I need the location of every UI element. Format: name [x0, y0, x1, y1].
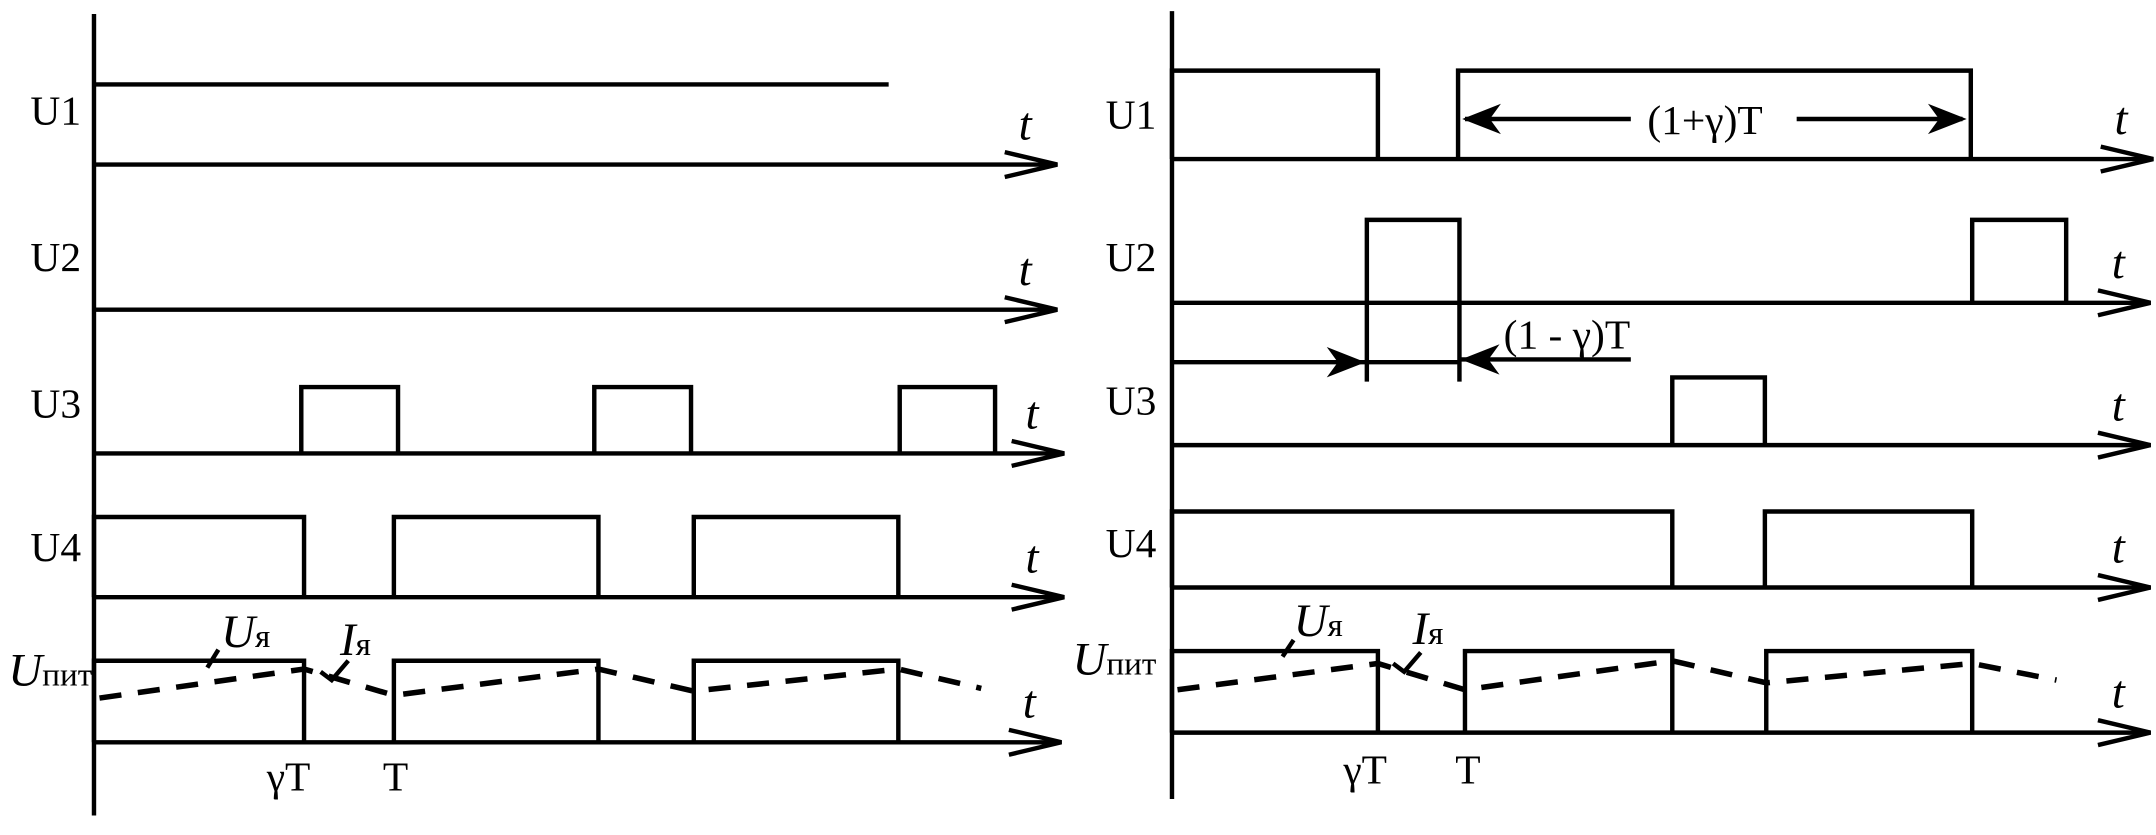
- u2-pulse-right: [1364, 217, 1462, 303]
- supply-voltage-pulse-right: [1764, 648, 1975, 733]
- tick-gamma-t-right: γT: [1342, 747, 1387, 793]
- armature-voltage-label-right: Uя: [1294, 595, 1343, 647]
- time-axis-label: t: [2112, 667, 2126, 719]
- armature-current-curve: [99, 666, 982, 701]
- time-axis-label: t: [1025, 531, 1039, 583]
- supply-time-axis-arrowhead: [1008, 727, 1062, 757]
- u4-time-axis-arrowhead: [1011, 582, 1065, 612]
- time-axis-label: t: [2112, 237, 2126, 289]
- u1-time-axis-arrowhead: [1004, 149, 1058, 180]
- supply-voltage-pulse-right: [1462, 648, 1675, 733]
- time-axis-label: t: [1023, 676, 1037, 728]
- right-timing-panel: t t t t t: [1169, 11, 2154, 799]
- time-axis-label: t: [2115, 93, 2129, 145]
- supply-voltage-label: Uпит: [8, 645, 92, 697]
- dimension-short-arrowhead-left: [1460, 344, 1500, 375]
- signal-label-u1: U1: [30, 88, 81, 134]
- armature-voltage-leader: [205, 648, 221, 669]
- u2-time-axis-arrowhead: [1004, 295, 1058, 325]
- signal-label-u2: U2: [30, 234, 81, 280]
- u4-pulse-right: [1169, 509, 1675, 588]
- u3-pulse: [897, 384, 998, 454]
- armature-current-label: Iя: [339, 614, 371, 666]
- armature-voltage-leader-right: [1280, 638, 1296, 658]
- signal-label-u4: U4: [30, 524, 81, 570]
- supply-voltage-label-right: Uпит: [1072, 634, 1156, 686]
- time-axis-label: t: [1019, 244, 1033, 296]
- armature-current-leader: [319, 659, 350, 684]
- signal-label-u2-right: U2: [1106, 234, 1157, 280]
- armature-voltage-label: Uя: [221, 606, 270, 658]
- u3-pulse: [299, 384, 401, 454]
- signal-label-u1-right: U1: [1106, 92, 1157, 138]
- time-axis-label: t: [2112, 522, 2126, 574]
- u1-pulse-right: [1169, 68, 1381, 160]
- time-axis-label: t: [2112, 379, 2126, 431]
- supply-time-axis-right-arrowhead: [2097, 718, 2151, 748]
- supply-voltage-pulse: [91, 658, 307, 743]
- u4-pulse: [91, 514, 307, 598]
- dimension-long-label: (1+γ)T: [1647, 97, 1762, 144]
- u4-pulse: [391, 514, 601, 598]
- u2-time-axis-right-arrowhead: [2097, 288, 2151, 318]
- signal-label-u3: U3: [30, 381, 81, 427]
- signal-label-u3-right: U3: [1106, 378, 1157, 424]
- u3-pulse: [592, 384, 694, 454]
- armature-current-leader-right: [1391, 651, 1423, 675]
- supply-voltage-pulse: [391, 658, 601, 743]
- tick-gamma-t: γT: [266, 754, 311, 800]
- time-axis-label: t: [1019, 99, 1033, 151]
- u3-time-axis-arrowhead: [1011, 438, 1065, 469]
- time-axis-label: t: [1025, 388, 1039, 440]
- u4-time-axis-right-arrowhead: [2097, 572, 2151, 603]
- u1-pulse-right: [1455, 68, 1974, 160]
- u3-pulse-right: [1670, 375, 1768, 446]
- u1-time-axis-right-arrowhead: [2100, 144, 2154, 174]
- tick-t: T: [383, 754, 408, 800]
- supply-voltage-pulse: [691, 658, 901, 743]
- tick-t-right: T: [1455, 747, 1480, 793]
- dimension-short-arrowhead-right: [1326, 347, 1366, 378]
- dimension-long-arrowhead-right: [1927, 103, 1967, 135]
- supply-voltage-pulse-right: [1169, 648, 1381, 733]
- armature-current-curve-right: [1177, 657, 2058, 693]
- u4-pulse-right: [1762, 509, 1975, 588]
- signal-label-u4-right: U4: [1106, 520, 1157, 566]
- left-timing-panel: t t t t t: [91, 13, 1065, 816]
- u3-time-axis-right-arrowhead: [2097, 430, 2151, 460]
- armature-current-label-right: Iя: [1411, 603, 1443, 655]
- u2-pulse-right: [1969, 217, 2069, 303]
- dimension-long-arrowhead-left: [1462, 103, 1501, 135]
- u4-pulse: [691, 514, 901, 598]
- dimension-short-label: (1 - γ)T: [1504, 311, 1631, 358]
